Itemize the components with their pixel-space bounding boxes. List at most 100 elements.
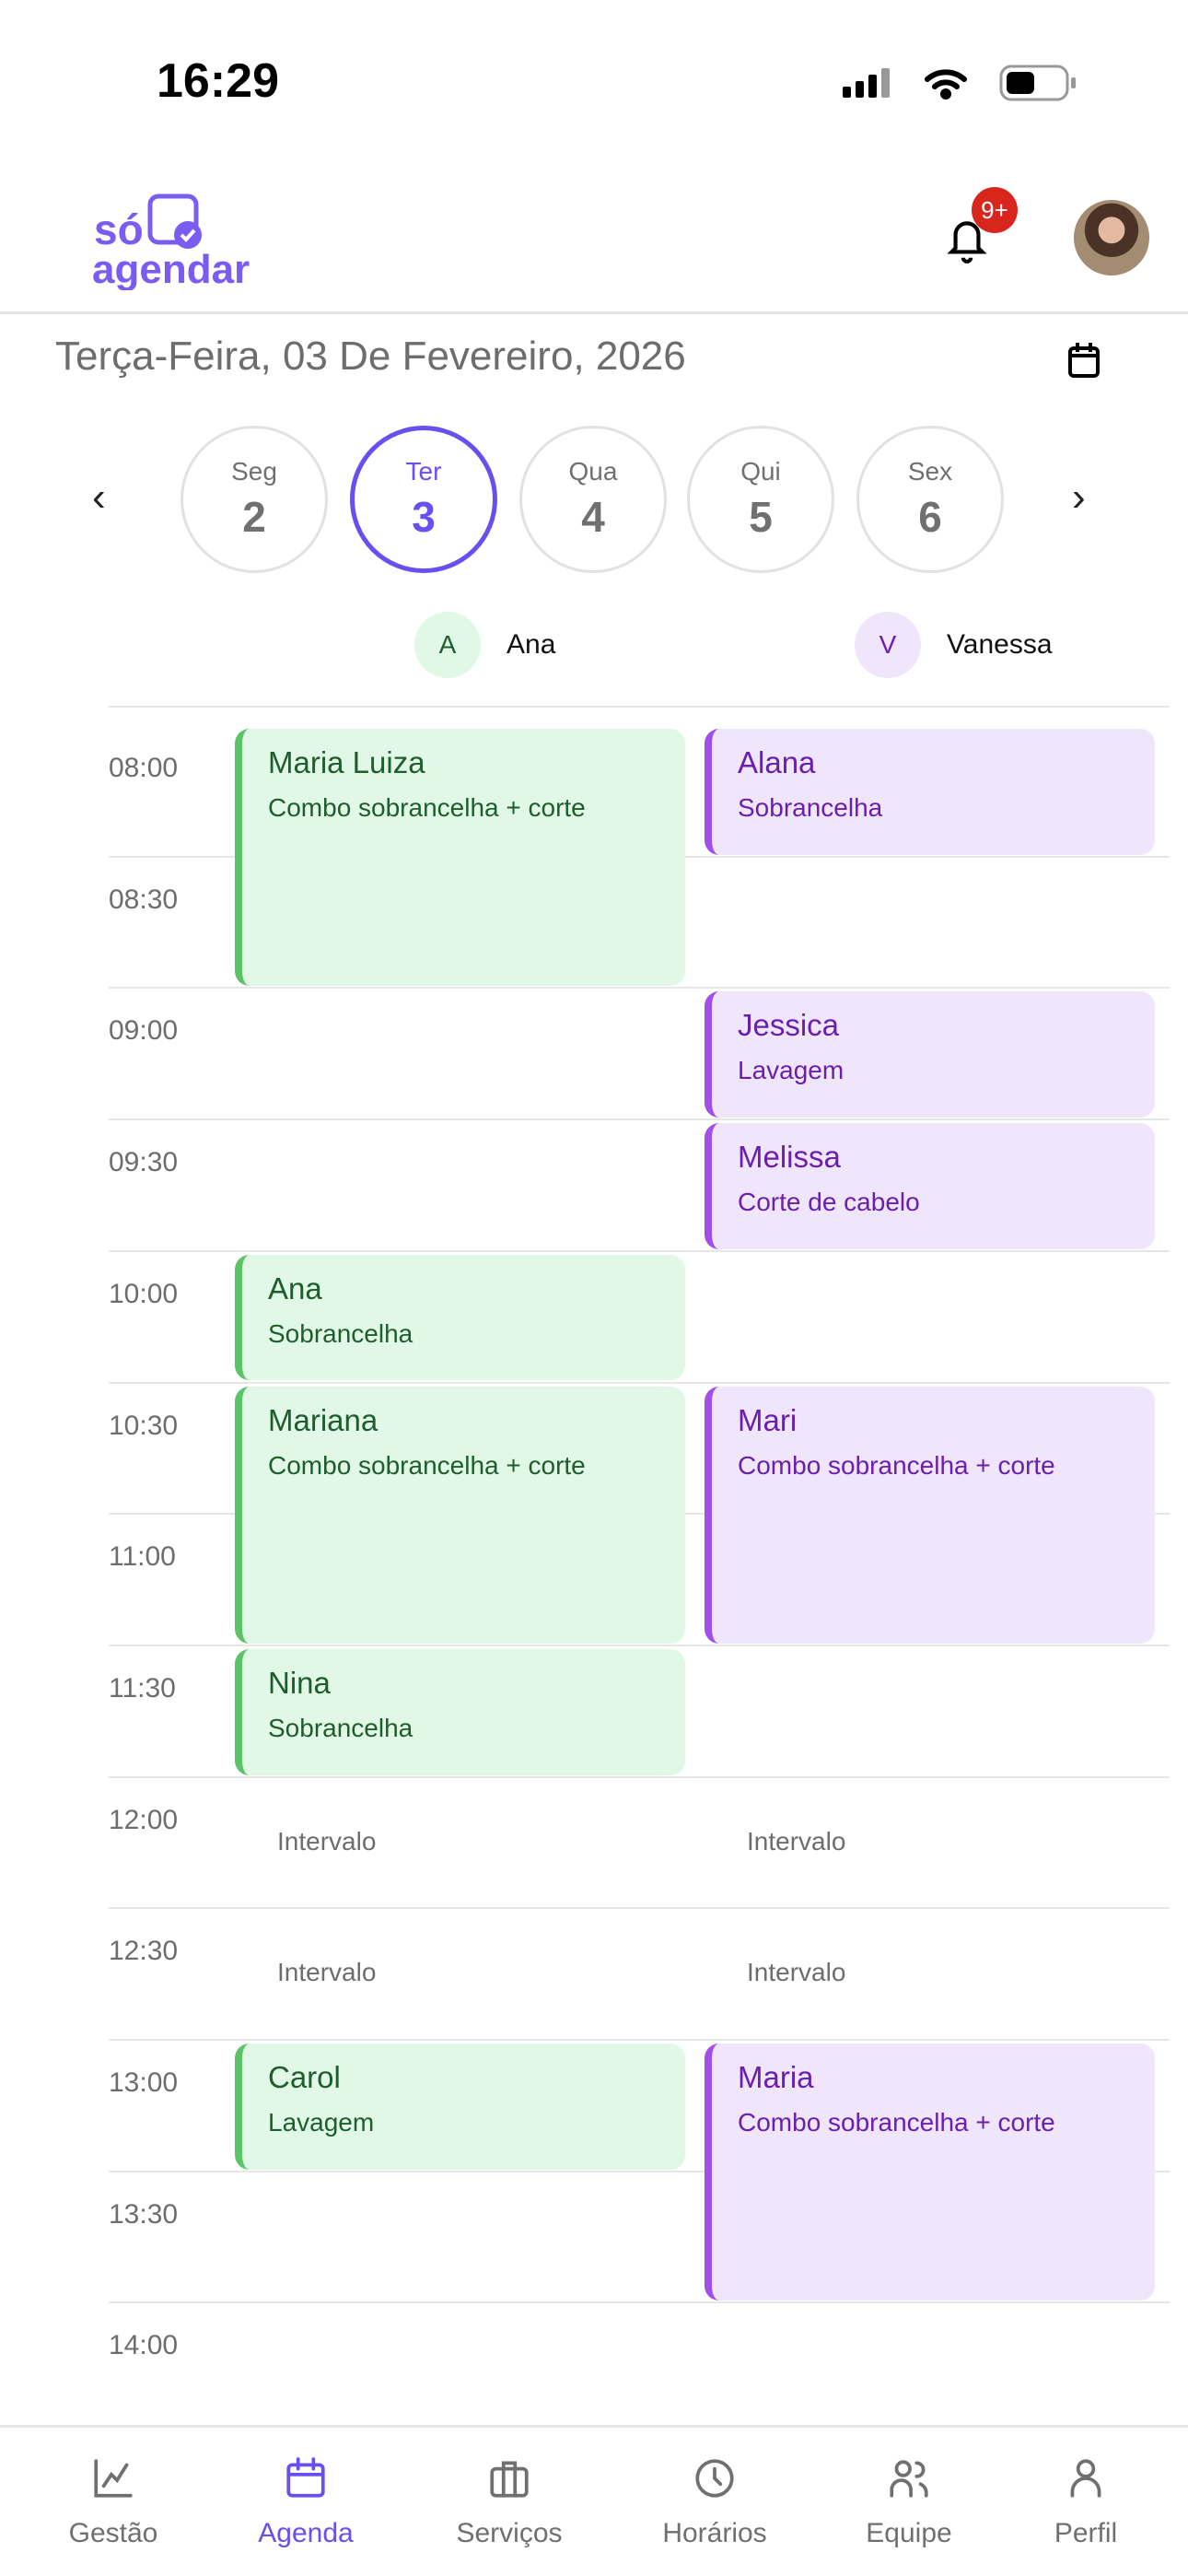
status-icons — [843, 64, 1076, 101]
appointment-card[interactable]: Maria Luiza Combo sobrancelha + corte — [235, 729, 685, 987]
client-name: Carol — [268, 2060, 341, 2094]
client-name: Jessica — [738, 1008, 840, 1043]
signal-icon — [843, 68, 890, 98]
time-label: 13:00 — [109, 2067, 179, 2098]
staff-avatar: V — [855, 612, 921, 678]
day-ter[interactable]: Ter 3 — [350, 426, 497, 573]
nav-label: Gestão — [68, 2518, 158, 2548]
bell-icon[interactable] — [944, 214, 990, 265]
wifi-icon — [925, 69, 967, 100]
service-name: Lavagem — [738, 1056, 844, 1085]
next-week-button[interactable]: › — [1072, 474, 1086, 520]
date-title: Terça-Feira, 03 De Fevereiro, 2026 — [55, 334, 686, 379]
day-number: 3 — [412, 493, 436, 541]
time-label: 11:30 — [109, 1672, 176, 1704]
time-label: 10:30 — [109, 1410, 179, 1441]
nav-serviços[interactable]: Serviços — [417, 2455, 601, 2549]
day-sex[interactable]: Sex 6 — [856, 426, 1004, 573]
nav-equipe[interactable]: Equipe — [817, 2455, 1001, 2549]
service-name: Sobrancelha — [738, 793, 883, 822]
day-name: Qui — [740, 457, 781, 486]
time-label: 12:30 — [109, 1936, 179, 1967]
day-number: 5 — [749, 493, 773, 541]
day-name: Ter — [405, 457, 442, 486]
appointment-card[interactable]: Nina Sobrancelha — [235, 1648, 685, 1775]
break-label: Intervalo — [277, 1826, 377, 1856]
staff-header-vanessa: V Vanessa — [855, 612, 1053, 678]
status-time: 16:29 — [157, 54, 279, 108]
appointment-card[interactable]: Maria Combo sobrancelha + corte — [705, 2043, 1155, 2301]
day-qua[interactable]: Qua 4 — [519, 426, 667, 573]
service-name: Combo sobrancelha + corte — [738, 2108, 1055, 2137]
grid-line — [109, 706, 1170, 708]
nav-label: Serviços — [456, 2518, 563, 2548]
day-name: Sex — [907, 457, 953, 486]
nav-perfil[interactable]: Perfil — [994, 2455, 1178, 2549]
staff-avatar: A — [414, 612, 481, 678]
time-label: 11:00 — [109, 1541, 176, 1573]
grid-line — [109, 2301, 1170, 2304]
break-label: Intervalo — [747, 1958, 846, 1987]
svg-text:só: só — [94, 205, 144, 253]
client-name: Maria — [738, 2060, 814, 2094]
grid-line — [109, 1118, 1170, 1121]
grid-line — [109, 1775, 1170, 1778]
time-label: 09:00 — [109, 1015, 179, 1047]
header-divider — [0, 311, 1188, 314]
day-name: Qua — [568, 457, 618, 486]
appointment-card[interactable]: Alana Sobrancelha — [705, 729, 1155, 855]
day-seg[interactable]: Seg 2 — [181, 426, 328, 573]
grid-line — [109, 1381, 1170, 1384]
user-avatar[interactable] — [1074, 200, 1149, 275]
time-label: 14:00 — [109, 2330, 179, 2361]
nav-agenda[interactable]: Agenda — [214, 2455, 398, 2549]
service-name: Lavagem — [268, 2108, 375, 2137]
staff-header-ana: A Ana — [414, 612, 555, 678]
service-name: Corte de cabelo — [738, 1188, 920, 1217]
time-label: 12:00 — [109, 1804, 179, 1835]
briefcase-icon — [490, 2461, 529, 2498]
appointment-card[interactable]: Jessica Lavagem — [705, 991, 1155, 1118]
day-number: 2 — [242, 493, 266, 541]
nav-label: Perfil — [1054, 2518, 1118, 2548]
appointment-card[interactable]: Carol Lavagem — [235, 2043, 685, 2170]
nav-horários[interactable]: Horários — [623, 2455, 807, 2549]
calendar-picker-icon[interactable] — [1066, 341, 1101, 380]
staff-name: Vanessa — [947, 629, 1053, 660]
service-name: Combo sobrancelha + corte — [268, 1450, 586, 1480]
grid-line — [109, 1907, 1170, 1910]
client-name: Mariana — [268, 1402, 379, 1437]
prev-week-button[interactable]: ‹ — [92, 474, 106, 520]
nav-divider — [0, 2425, 1188, 2428]
nav-label: Equipe — [866, 2518, 952, 2548]
chart-icon — [94, 2459, 133, 2498]
service-name: Combo sobrancelha + corte — [268, 793, 586, 822]
grid-line — [109, 1644, 1170, 1646]
notification-badge: 9+ — [972, 187, 1018, 233]
time-label: 09:30 — [109, 1147, 179, 1178]
appointment-card[interactable]: Melissa Corte de cabelo — [705, 1123, 1155, 1249]
day-number: 6 — [918, 493, 942, 541]
time-label: 13:30 — [109, 2198, 179, 2230]
nav-label: Horários — [662, 2518, 767, 2548]
calendar-icon — [286, 2457, 325, 2498]
appointment-card[interactable]: Mariana Combo sobrancelha + corte — [235, 1386, 685, 1644]
grid-line — [109, 2170, 1170, 2172]
user-icon — [1070, 2459, 1101, 2498]
clock-icon — [695, 2459, 734, 2498]
appointment-card[interactable]: Ana Sobrancelha — [235, 1254, 685, 1381]
grid-line — [109, 2039, 1170, 2041]
svg-text:agendar: agendar — [92, 247, 250, 290]
battery-icon — [999, 64, 1076, 101]
grid-line — [109, 1249, 1170, 1252]
day-number: 4 — [581, 493, 605, 541]
day-qui[interactable]: Qui 5 — [687, 426, 834, 573]
time-label: 08:00 — [109, 753, 179, 783]
day-name: Seg — [231, 457, 277, 486]
logo: só agendar — [92, 193, 250, 290]
appointment-card[interactable]: Mari Combo sobrancelha + corte — [705, 1386, 1155, 1644]
time-label: 08:30 — [109, 884, 179, 915]
service-name: Sobrancelha — [268, 1713, 413, 1742]
nav-gestão[interactable]: Gestão — [21, 2455, 205, 2549]
staff-name: Ana — [507, 629, 556, 660]
